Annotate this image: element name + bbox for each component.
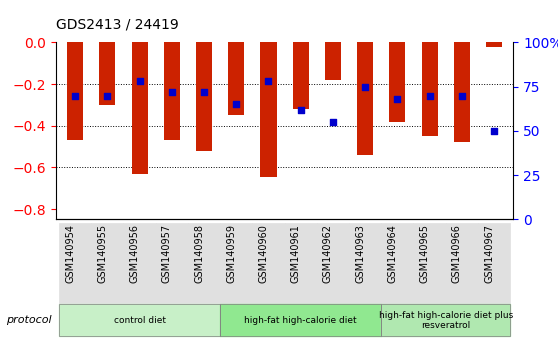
Bar (261, 42, 277, 177)
Point (200, 89, 209, 95)
Bar (196, 42, 212, 151)
Point (264, 79, 273, 84)
Point (329, 119, 338, 125)
Bar (325, 42, 341, 80)
Bar (228, 42, 244, 115)
Point (489, 128, 498, 134)
Point (296, 107, 305, 113)
Point (71, 93, 80, 98)
Text: high-fat high-calorie diet plus
resveratrol: high-fat high-calorie diet plus resverat… (378, 311, 513, 330)
Point (167, 89, 176, 95)
Point (360, 84, 369, 90)
Point (232, 102, 240, 107)
Bar (357, 42, 373, 155)
Point (393, 96, 402, 102)
Bar (389, 42, 406, 122)
Point (135, 79, 144, 84)
Bar (99, 42, 116, 105)
Bar (421, 42, 437, 136)
Text: GDS2413 / 24419: GDS2413 / 24419 (56, 18, 179, 32)
Point (103, 93, 112, 98)
Bar (292, 42, 309, 109)
Bar (67, 42, 83, 140)
Bar (132, 42, 148, 174)
Text: control diet: control diet (114, 316, 166, 325)
Bar (454, 42, 470, 142)
Point (458, 93, 466, 98)
Text: protocol: protocol (6, 315, 51, 325)
Text: high-fat high-calorie diet: high-fat high-calorie diet (244, 316, 357, 325)
Bar (163, 42, 180, 140)
Point (425, 93, 434, 98)
Bar (486, 42, 502, 47)
